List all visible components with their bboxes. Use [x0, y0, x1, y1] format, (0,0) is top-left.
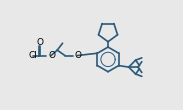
Text: O: O	[49, 51, 56, 60]
Text: Cl: Cl	[29, 51, 38, 60]
Text: O: O	[75, 51, 82, 60]
Text: O: O	[36, 38, 43, 47]
